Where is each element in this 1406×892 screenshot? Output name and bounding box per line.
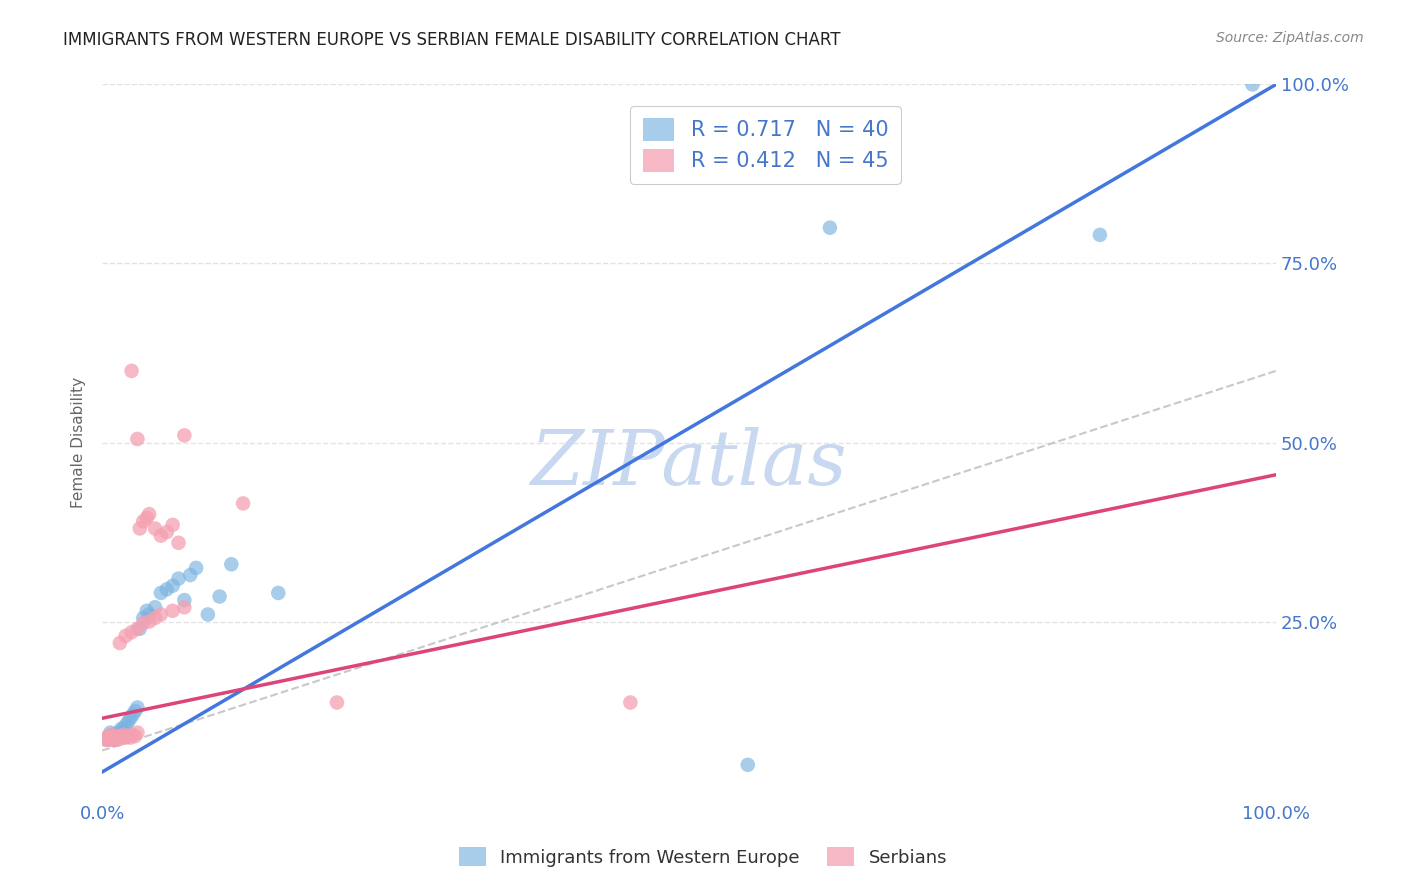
Point bbox=[737, 757, 759, 772]
Point bbox=[326, 696, 349, 710]
Point bbox=[108, 729, 131, 743]
Legend: Immigrants from Western Europe, Serbians: Immigrants from Western Europe, Serbians bbox=[451, 840, 955, 874]
Point bbox=[128, 521, 150, 535]
Point bbox=[100, 731, 122, 745]
Point bbox=[105, 731, 128, 745]
Point bbox=[117, 714, 139, 729]
Point bbox=[121, 364, 143, 378]
Point bbox=[127, 432, 149, 446]
Point bbox=[107, 731, 129, 745]
Point bbox=[98, 729, 121, 743]
Point bbox=[98, 732, 121, 747]
Y-axis label: Female Disability: Female Disability bbox=[72, 377, 86, 508]
Point bbox=[124, 729, 146, 743]
Point bbox=[143, 600, 166, 615]
Point bbox=[135, 510, 157, 524]
Legend: R = 0.717   N = 40, R = 0.412   N = 45: R = 0.717 N = 40, R = 0.412 N = 45 bbox=[630, 105, 901, 185]
Point bbox=[132, 611, 155, 625]
Point bbox=[107, 725, 129, 739]
Point bbox=[156, 582, 179, 597]
Point bbox=[162, 517, 184, 532]
Point bbox=[149, 607, 172, 622]
Point bbox=[1241, 78, 1264, 92]
Point bbox=[100, 728, 122, 742]
Point bbox=[138, 507, 160, 521]
Point bbox=[132, 514, 155, 528]
Point bbox=[162, 579, 184, 593]
Point bbox=[114, 731, 136, 745]
Point bbox=[112, 728, 135, 742]
Point bbox=[135, 604, 157, 618]
Point bbox=[100, 725, 122, 739]
Point bbox=[101, 728, 124, 742]
Point bbox=[107, 732, 129, 747]
Point bbox=[179, 568, 201, 582]
Point bbox=[1088, 227, 1111, 242]
Point bbox=[818, 220, 841, 235]
Point bbox=[221, 558, 243, 572]
Point bbox=[132, 615, 155, 630]
Point bbox=[103, 732, 125, 747]
Point bbox=[111, 725, 134, 739]
Text: IMMIGRANTS FROM WESTERN EUROPE VS SERBIAN FEMALE DISABILITY CORRELATION CHART: IMMIGRANTS FROM WESTERN EUROPE VS SERBIA… bbox=[63, 31, 841, 49]
Point bbox=[114, 629, 136, 643]
Point bbox=[232, 496, 254, 510]
Point bbox=[110, 722, 132, 736]
Point bbox=[127, 700, 149, 714]
Point bbox=[104, 729, 127, 743]
Point bbox=[127, 622, 149, 636]
Point bbox=[149, 528, 172, 542]
Point bbox=[138, 615, 160, 629]
Point bbox=[208, 590, 231, 604]
Point bbox=[619, 696, 641, 710]
Point bbox=[110, 731, 132, 746]
Point bbox=[173, 593, 195, 607]
Point bbox=[103, 731, 125, 746]
Point bbox=[167, 536, 190, 550]
Point bbox=[156, 524, 179, 539]
Point bbox=[105, 731, 128, 745]
Point bbox=[143, 611, 166, 625]
Point bbox=[149, 586, 172, 600]
Point bbox=[120, 711, 142, 725]
Text: ZIPatlas: ZIPatlas bbox=[531, 427, 848, 501]
Point bbox=[104, 729, 127, 743]
Point bbox=[97, 729, 120, 743]
Text: Source: ZipAtlas.com: Source: ZipAtlas.com bbox=[1216, 31, 1364, 45]
Point bbox=[128, 622, 150, 636]
Point bbox=[96, 732, 118, 747]
Point bbox=[120, 731, 142, 745]
Point bbox=[197, 607, 219, 622]
Point bbox=[108, 636, 131, 650]
Point bbox=[162, 604, 184, 618]
Point bbox=[107, 728, 129, 742]
Point bbox=[108, 729, 131, 743]
Point bbox=[167, 572, 190, 586]
Point bbox=[100, 731, 122, 745]
Point bbox=[117, 729, 139, 743]
Point bbox=[124, 704, 146, 718]
Point bbox=[127, 725, 149, 739]
Point bbox=[112, 722, 135, 736]
Point bbox=[114, 718, 136, 732]
Point bbox=[173, 428, 195, 442]
Point bbox=[138, 607, 160, 622]
Point bbox=[267, 586, 290, 600]
Point bbox=[184, 561, 207, 575]
Point bbox=[121, 707, 143, 722]
Point bbox=[121, 625, 143, 640]
Point bbox=[143, 521, 166, 535]
Point bbox=[101, 732, 124, 747]
Point bbox=[173, 600, 195, 615]
Point bbox=[94, 732, 117, 747]
Point bbox=[121, 728, 143, 742]
